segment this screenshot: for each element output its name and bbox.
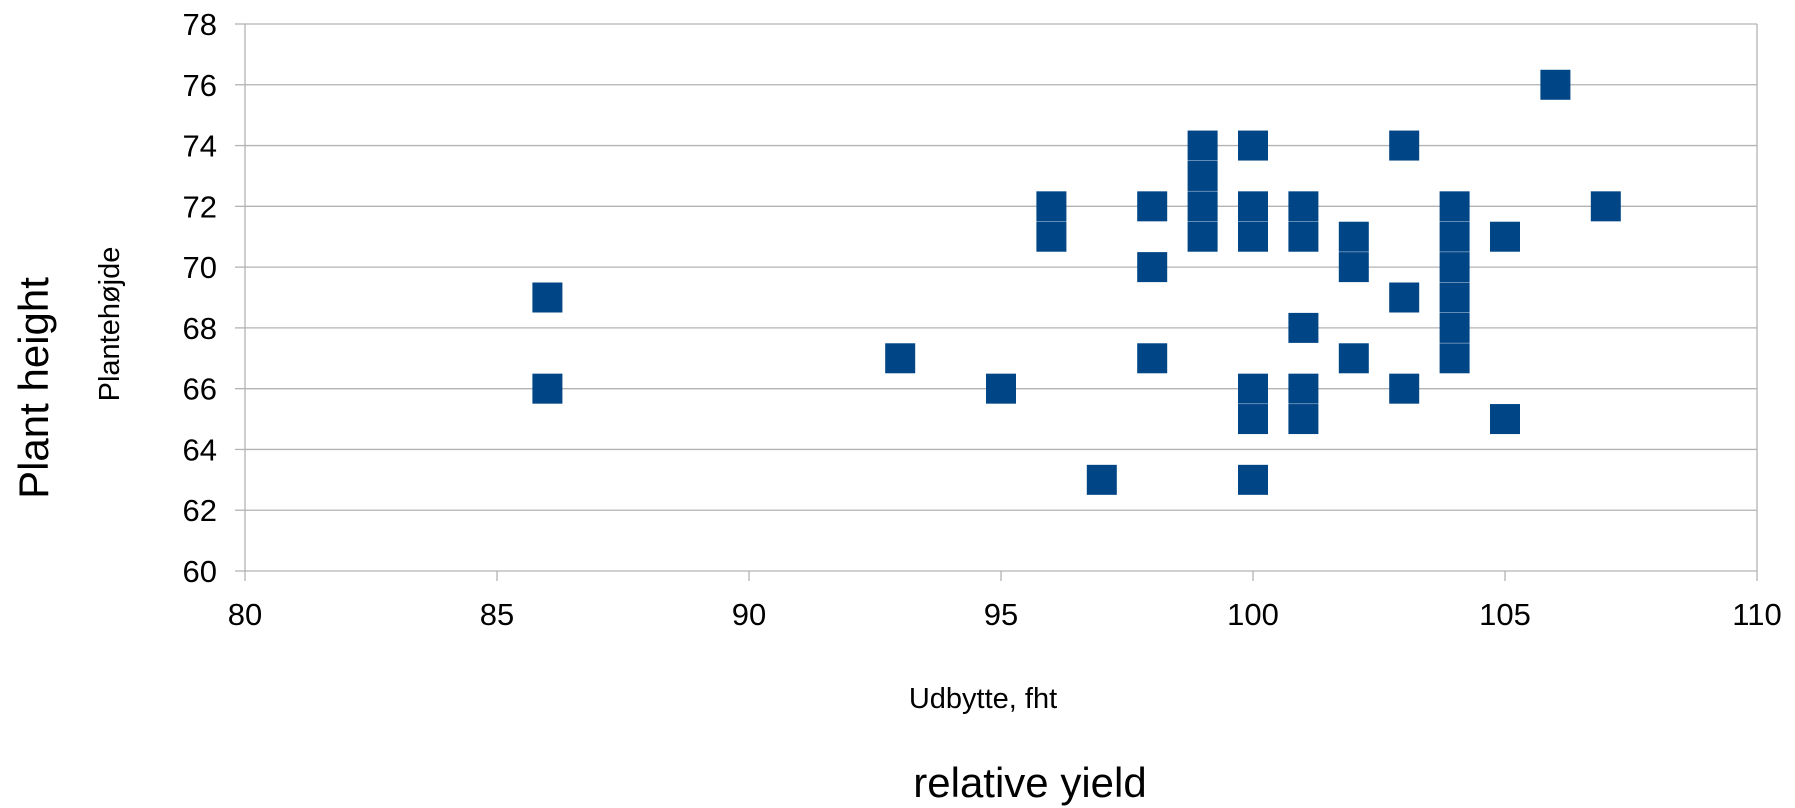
data-point-5 (1036, 221, 1067, 252)
y-tick-label-78: 78 (183, 7, 217, 42)
data-point-16 (1238, 221, 1268, 252)
y-tick-label-74: 74 (183, 129, 217, 164)
data-point-37 (1490, 221, 1520, 252)
data-point-0 (532, 282, 563, 313)
data-point-23 (1288, 373, 1319, 404)
data-point-40 (1590, 191, 1621, 222)
data-point-26 (1338, 252, 1369, 283)
y-tick-label-72: 72 (183, 189, 217, 224)
data-point-38 (1490, 404, 1520, 435)
x-axis-label: Udbytte, fht (909, 683, 1057, 715)
data-point-15 (1238, 191, 1268, 222)
data-point-18 (1238, 404, 1268, 435)
data-point-31 (1439, 191, 1470, 222)
data-points (532, 69, 1621, 495)
data-point-34 (1439, 282, 1470, 313)
y-axis-label-secondary: Plant height (10, 277, 57, 499)
data-point-11 (1187, 160, 1218, 191)
data-point-10 (1187, 130, 1218, 161)
x-tick-label-90: 90 (732, 597, 766, 632)
x-tick-labels: 80 85 90 95 100 105 110 (228, 597, 1782, 632)
data-point-29 (1389, 282, 1420, 313)
x-tick-label-80: 80 (228, 597, 262, 632)
x-tick-label-110: 110 (1732, 597, 1781, 632)
y-tick-labels: 60 62 64 66 68 70 72 74 76 78 (183, 7, 217, 589)
y-tick-label-64: 64 (183, 432, 217, 467)
data-point-27 (1338, 343, 1369, 374)
data-point-9 (1137, 343, 1168, 374)
y-tick-label-62: 62 (183, 493, 217, 528)
y-tick-label-76: 76 (183, 68, 217, 103)
data-point-19 (1238, 464, 1268, 495)
data-point-39 (1540, 69, 1571, 100)
data-point-4 (1036, 191, 1067, 222)
y-tick-label-68: 68 (183, 311, 217, 346)
data-point-24 (1288, 404, 1319, 435)
data-point-3 (986, 373, 1016, 404)
grid-lines (245, 23, 1757, 572)
y-tick-label-66: 66 (183, 372, 217, 407)
axes (235, 23, 1758, 581)
data-point-30 (1389, 373, 1420, 404)
data-point-13 (1187, 221, 1218, 252)
data-point-25 (1338, 221, 1369, 252)
x-tick-label-85: 85 (480, 597, 514, 632)
data-point-2 (885, 343, 916, 374)
data-point-7 (1137, 191, 1168, 222)
data-point-32 (1439, 221, 1470, 252)
data-point-17 (1238, 373, 1268, 404)
x-tick-label-95: 95 (984, 597, 1018, 632)
x-tick-label-100: 100 (1227, 597, 1279, 632)
y-axis-label: Plantehøjde (94, 247, 126, 402)
x-axis-label-secondary: relative yield (913, 759, 1146, 806)
data-point-36 (1439, 343, 1470, 374)
data-point-6 (1086, 464, 1117, 495)
x-tick-label-105: 105 (1479, 597, 1531, 632)
data-point-22 (1288, 312, 1319, 343)
data-point-20 (1288, 191, 1319, 222)
y-tick-label-60: 60 (183, 554, 217, 589)
data-point-14 (1238, 130, 1268, 161)
data-point-21 (1288, 221, 1319, 252)
data-point-1 (532, 373, 563, 404)
data-point-35 (1439, 312, 1470, 343)
y-tick-label-70: 70 (183, 250, 217, 285)
data-point-8 (1137, 252, 1168, 283)
data-point-33 (1439, 252, 1470, 283)
data-point-28 (1389, 130, 1420, 161)
data-point-12 (1187, 191, 1218, 222)
